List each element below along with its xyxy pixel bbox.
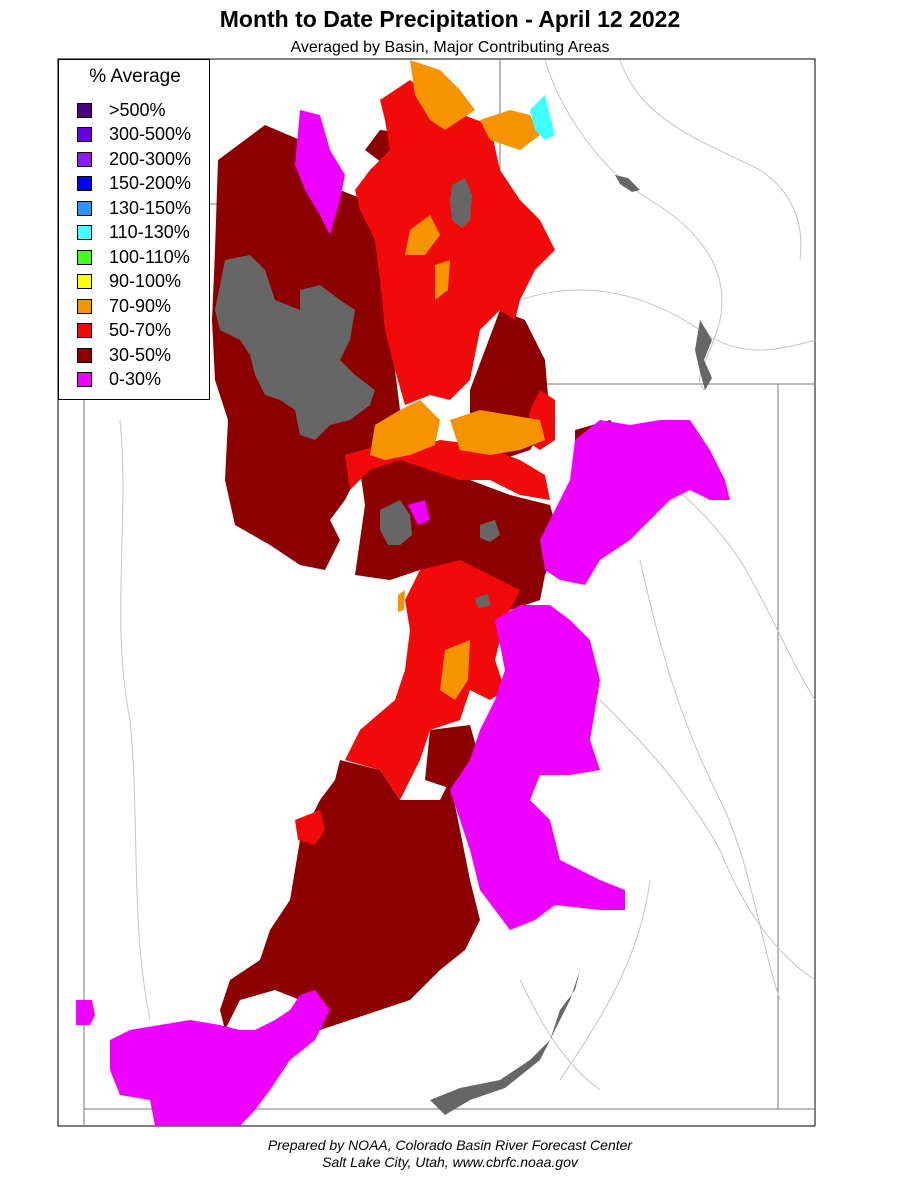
legend-swatch: [77, 176, 92, 191]
page-subtitle: Averaged by Basin, Major Contributing Ar…: [290, 39, 610, 56]
legend-label: 50-70%: [109, 320, 172, 340]
legend-item: 90-100%: [77, 271, 182, 292]
legend-swatch: [77, 127, 92, 142]
legend-title: % Average: [89, 66, 181, 87]
legend-item: 150-200%: [77, 173, 192, 194]
legend-label: 90-100%: [109, 271, 182, 291]
legend-item: 0-30%: [77, 369, 162, 390]
legend-item: 200-300%: [77, 149, 191, 169]
legend-swatch: [77, 323, 92, 338]
legend-item: 300-500%: [77, 124, 192, 145]
basin-110-130: [530, 95, 555, 140]
lakes: [215, 178, 500, 608]
legend-label: 0-30%: [109, 369, 162, 389]
map-frame: [57, 58, 816, 1127]
legend-swatch: [77, 298, 92, 314]
legend-item: 70-90%: [77, 296, 171, 316]
legend-label: 100-110%: [109, 246, 190, 267]
legend-swatch: [77, 225, 92, 240]
legend-item: 100-110%: [77, 247, 190, 267]
legend-swatch: [77, 372, 92, 387]
rivers: [119, 59, 816, 1091]
legend-swatch: [77, 347, 92, 363]
footer-location: Salt Lake City, Utah, www.cbrfc.noaa.gov: [322, 1154, 578, 1170]
reservoirs: [430, 175, 712, 1115]
legend-label: >500%: [109, 99, 166, 120]
legend-label: 150-200%: [109, 173, 192, 193]
legend-item: 130-150%: [77, 198, 191, 218]
page-title: Month to Date Precipitation - April 12 2…: [219, 6, 681, 32]
legend-label: 110-130%: [109, 222, 190, 242]
legend-item: 30-50%: [77, 345, 171, 365]
legend-item: >500%: [77, 100, 166, 120]
legend-swatch: [77, 274, 92, 289]
legend-item: 110-130%: [77, 222, 190, 243]
legend-label: 30-50%: [109, 344, 172, 365]
legend-swatch: [77, 200, 92, 216]
legend-item: 50-70%: [77, 320, 172, 341]
legend-swatch: [77, 151, 92, 167]
legend-label: 70-90%: [109, 295, 172, 316]
legend-swatch: [77, 249, 92, 265]
legend-label: 130-150%: [109, 197, 192, 218]
legend: % Average >500% 300-500% 200-300% 150-200% 1…: [58, 59, 210, 400]
legend-label: 200-300%: [109, 148, 192, 169]
footer-credit: Prepared by NOAA, Colorado Basin River F…: [267, 1137, 633, 1153]
legend-label: 300-500%: [109, 124, 192, 144]
basins-70-90: [370, 60, 545, 700]
basins-0-30: [76, 110, 730, 1126]
legend-swatch: [77, 102, 92, 118]
